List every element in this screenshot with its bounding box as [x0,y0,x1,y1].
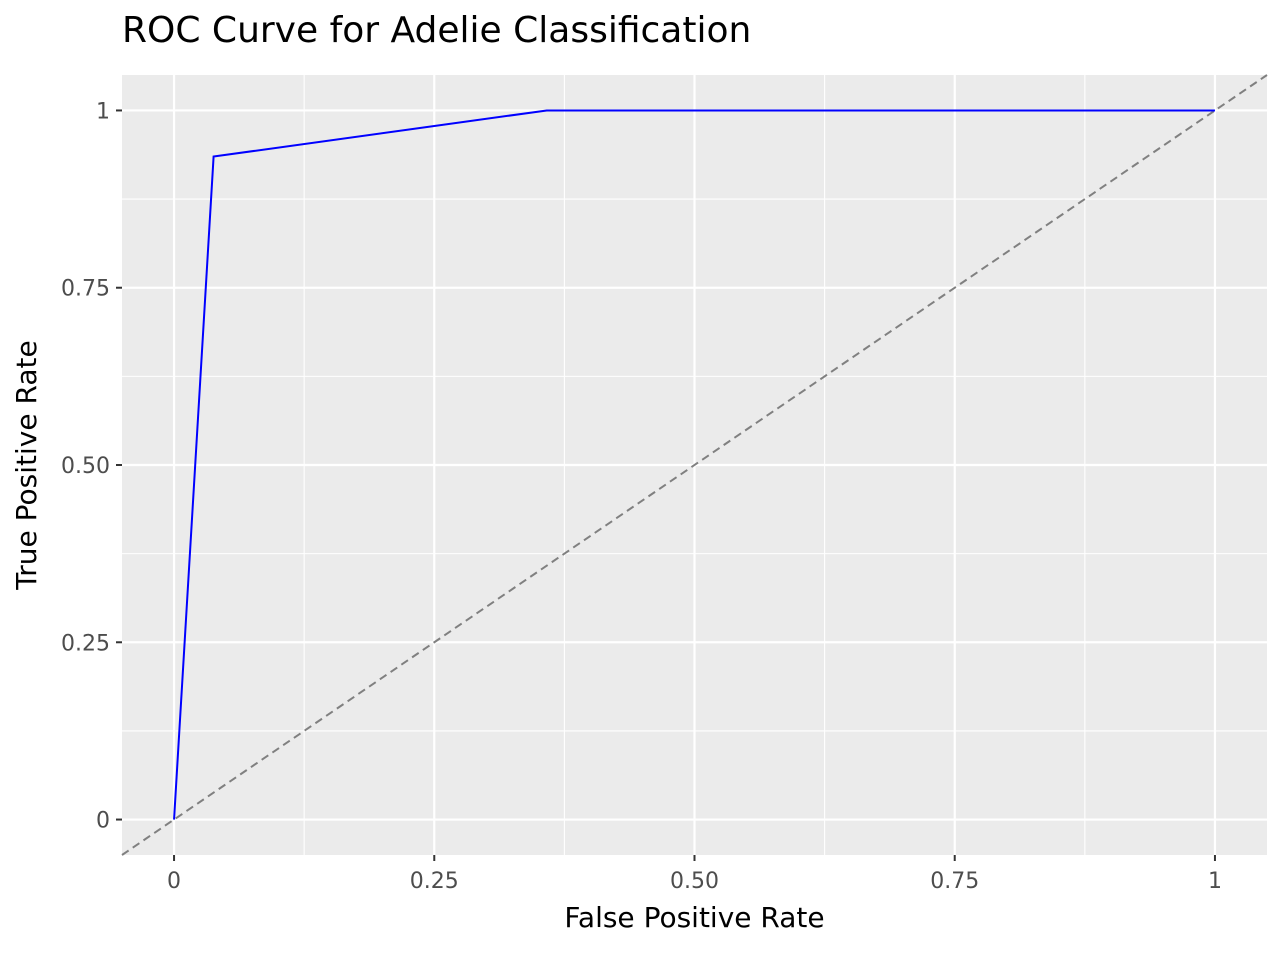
x-tick-label: 0.75 [930,869,979,894]
y-tick-label: 0.25 [61,631,110,656]
x-tick-label: 0.25 [410,869,459,894]
y-axis: 0 0.25 0.50 0.75 1 [61,99,122,834]
reference-line-layer [121,74,1268,856]
y-tick-label: 0.50 [61,454,110,479]
series-layer [173,109,1215,820]
x-tick-label: 0 [167,869,181,894]
roc-curve-line [173,109,1215,820]
x-axis-title: False Positive Rate [564,901,824,934]
chart-title: ROC Curve for Adelie Classification [122,10,751,51]
y-tick-label: 0.75 [61,277,110,302]
x-tick-label: 0.50 [670,869,719,894]
y-tick-label: 0 [96,809,110,834]
y-axis-title: True Positive Rate [10,340,43,590]
reference-diagonal-line [121,74,1268,856]
x-tick-label: 1 [1208,869,1222,894]
y-tick-label: 1 [96,99,110,124]
x-axis: 0 0.25 0.50 0.75 1 [167,855,1222,894]
